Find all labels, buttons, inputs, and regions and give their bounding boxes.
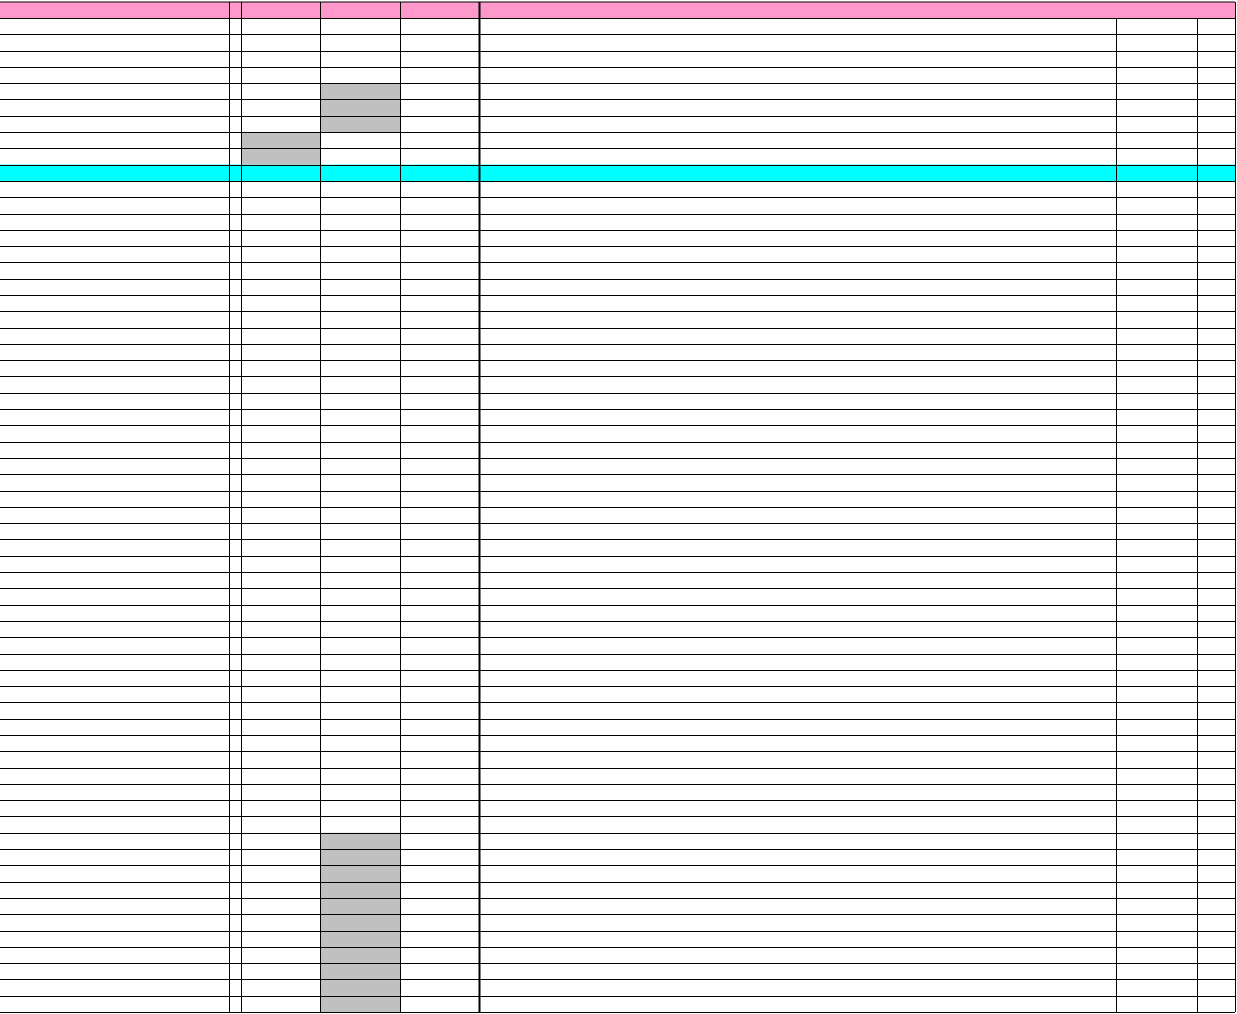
- shaded-cell: [320, 832, 400, 1012]
- shaded-cell: [320, 83, 400, 133]
- highlight-row: [0, 164, 1235, 181]
- header-row: [0, 2, 1235, 18]
